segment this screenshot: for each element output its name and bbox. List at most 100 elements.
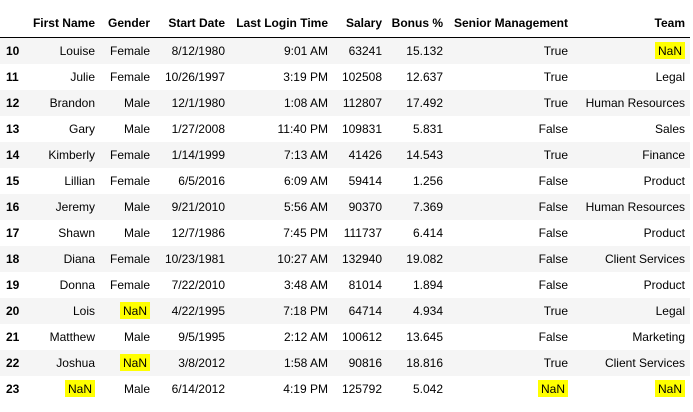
last-login-time-cell: 5:56 AM — [230, 194, 333, 220]
bonus-cell: 17.492 — [387, 90, 448, 116]
salary-cell: 90370 — [333, 194, 387, 220]
salary-cell: 59414 — [333, 168, 387, 194]
senior-management-cell: True — [448, 64, 573, 90]
table-row: 16 Jeremy Male 9/21/2010 5:56 AM 90370 7.369 Fa… — [0, 194, 690, 220]
team-cell: Client Services — [573, 246, 690, 272]
highlighted-nan-value: NaN — [537, 380, 568, 397]
last-login-time-cell: 1:58 AM — [230, 350, 333, 376]
senior-management-cell: False — [448, 246, 573, 272]
first-name-cell: Lillian — [26, 168, 100, 194]
team-cell: Product — [573, 168, 690, 194]
gender-cell: Male — [100, 324, 155, 350]
row-index: 13 — [0, 116, 26, 142]
table-row: 13 Gary Male 1/27/2008 11:40 PM 109831 5.831 Fa… — [0, 116, 690, 142]
table-row: 14 Kimberly Female 1/14/1999 7:13 AM 41426 14.… — [0, 142, 690, 168]
gender-cell: Male — [100, 116, 155, 142]
start-date-cell: 12/1/1980 — [155, 90, 230, 116]
salary-cell: 125792 — [333, 376, 387, 402]
salary-cell: 90816 — [333, 350, 387, 376]
last-login-time-cell: 3:19 PM — [230, 64, 333, 90]
first-name-cell: Shawn — [26, 220, 100, 246]
salary-cell: 63241 — [333, 37, 387, 64]
row-index: 18 — [0, 246, 26, 272]
table-body: 10 Louise Female 8/12/1980 9:01 AM 63241 15.13… — [0, 37, 690, 402]
row-index: 17 — [0, 220, 26, 246]
table-row: 15 Lillian Female 6/5/2016 6:09 AM 59414 1.256… — [0, 168, 690, 194]
bonus-cell: 18.816 — [387, 350, 448, 376]
first-name-cell: Joshua — [26, 350, 100, 376]
salary-cell: 112807 — [333, 90, 387, 116]
table-row: 11 Julie Female 10/26/1997 3:19 PM 102508 12.6… — [0, 64, 690, 90]
gender-cell: NaN — [100, 298, 155, 324]
table-row: 10 Louise Female 8/12/1980 9:01 AM 63241 15.13… — [0, 37, 690, 64]
gender-cell: Female — [100, 168, 155, 194]
row-index: 22 — [0, 350, 26, 376]
first-name-cell: NaN — [26, 376, 100, 402]
gender-cell: NaN — [100, 350, 155, 376]
row-index: 11 — [0, 64, 26, 90]
team-cell: NaN — [573, 37, 690, 64]
column-header-salary: Salary — [333, 9, 387, 38]
senior-management-cell: False — [448, 194, 573, 220]
row-index: 10 — [0, 37, 26, 64]
start-date-cell: 12/7/1986 — [155, 220, 230, 246]
senior-management-cell: False — [448, 220, 573, 246]
last-login-time-cell: 6:09 AM — [230, 168, 333, 194]
start-date-cell: 9/5/1995 — [155, 324, 230, 350]
senior-management-cell: False — [448, 116, 573, 142]
senior-management-cell: True — [448, 298, 573, 324]
highlighted-nan-value: NaN — [119, 354, 150, 371]
start-date-cell: 9/21/2010 — [155, 194, 230, 220]
table-row: 23 NaN Male 6/14/2012 4:19 PM 125792 5.042 NaN N… — [0, 376, 690, 402]
team-cell: Legal — [573, 64, 690, 90]
table-row: 22 Joshua NaN 3/8/2012 1:58 AM 90816 18.816 Tru… — [0, 350, 690, 376]
start-date-cell: 10/23/1981 — [155, 246, 230, 272]
senior-management-cell: True — [448, 350, 573, 376]
start-date-cell: 1/27/2008 — [155, 116, 230, 142]
senior-management-cell: False — [448, 272, 573, 298]
salary-cell: 111737 — [333, 220, 387, 246]
table-row: 18 Diana Female 10/23/1981 10:27 AM 132940 19.… — [0, 246, 690, 272]
row-index: 15 — [0, 168, 26, 194]
last-login-time-cell: 7:18 PM — [230, 298, 333, 324]
row-index: 20 — [0, 298, 26, 324]
column-header-gender: Gender — [100, 9, 155, 38]
gender-cell: Female — [100, 64, 155, 90]
gender-cell: Female — [100, 142, 155, 168]
row-index: 16 — [0, 194, 26, 220]
table-row: 19 Donna Female 7/22/2010 3:48 AM 81014 1.894 F… — [0, 272, 690, 298]
gender-cell: Female — [100, 246, 155, 272]
column-header-senior-management: Senior Management — [448, 9, 573, 38]
highlighted-nan-value: NaN — [654, 380, 685, 397]
column-header-last-login-time: Last Login Time — [230, 9, 333, 38]
team-cell: Finance — [573, 142, 690, 168]
highlighted-nan-value: NaN — [654, 42, 685, 59]
first-name-cell: Kimberly — [26, 142, 100, 168]
bonus-cell: 6.414 — [387, 220, 448, 246]
bonus-cell: 14.543 — [387, 142, 448, 168]
salary-cell: 132940 — [333, 246, 387, 272]
highlighted-nan-value: NaN — [64, 380, 95, 397]
index-header — [0, 9, 26, 38]
team-cell: Human Resources — [573, 194, 690, 220]
team-cell: Product — [573, 272, 690, 298]
table-row: 17 Shawn Male 12/7/1986 7:45 PM 111737 6.414 Fa… — [0, 220, 690, 246]
bonus-cell: 15.132 — [387, 37, 448, 64]
team-cell: Legal — [573, 298, 690, 324]
table-row: 12 Brandon Male 12/1/1980 1:08 AM 112807 17.49… — [0, 90, 690, 116]
team-cell: NaN — [573, 376, 690, 402]
bonus-cell: 19.082 — [387, 246, 448, 272]
first-name-cell: Brandon — [26, 90, 100, 116]
first-name-cell: Julie — [26, 64, 100, 90]
last-login-time-cell: 2:12 AM — [230, 324, 333, 350]
last-login-time-cell: 1:08 AM — [230, 90, 333, 116]
column-header-team: Team — [573, 9, 690, 38]
table-row: 20 Lois NaN 4/22/1995 7:18 PM 64714 4.934 True L… — [0, 298, 690, 324]
highlighted-nan-value: NaN — [119, 302, 150, 319]
salary-cell: 100612 — [333, 324, 387, 350]
last-login-time-cell: 7:13 AM — [230, 142, 333, 168]
first-name-cell: Matthew — [26, 324, 100, 350]
last-login-time-cell: 7:45 PM — [230, 220, 333, 246]
last-login-time-cell: 11:40 PM — [230, 116, 333, 142]
header-row: First Name Gender Start Date Last Login … — [0, 9, 690, 38]
